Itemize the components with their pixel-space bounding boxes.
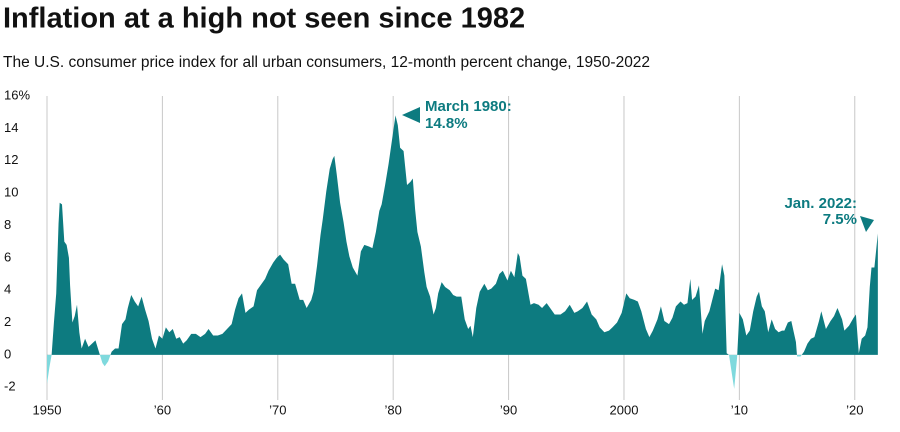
y-tick-label: 0 xyxy=(4,346,11,361)
x-tick-label: ’10 xyxy=(731,402,748,417)
annotation-text: 14.8% xyxy=(425,115,468,132)
y-tick-label: 14 xyxy=(4,120,18,135)
x-tick-label: ’60 xyxy=(154,402,171,417)
x-tick-label: 2000 xyxy=(610,402,639,417)
y-tick-label: 8 xyxy=(4,217,11,232)
annotation: Jan. 2022:7.5% xyxy=(784,195,874,232)
x-tick-label: ’20 xyxy=(846,402,863,417)
annotation-text: 7.5% xyxy=(823,211,857,228)
labels: 16% 14 12 10 8 6 4 2 0 -2 1950 ’60 ’70 ’80 ’90 2000 ’10 ’… xyxy=(4,87,874,417)
y-tick-label: 2 xyxy=(4,314,11,329)
x-tick-label: ’90 xyxy=(500,402,517,417)
annotation-text: March 1980: xyxy=(425,98,512,115)
x-tick-label: 1950 xyxy=(33,402,62,417)
plot xyxy=(47,115,878,389)
x-tick-label: ’80 xyxy=(385,402,402,417)
annotation-pointer xyxy=(402,107,420,123)
x-tick-label: ’70 xyxy=(269,402,286,417)
annotation: March 1980:14.8% xyxy=(402,98,512,132)
y-tick-label: 4 xyxy=(4,282,11,297)
y-tick-label: 6 xyxy=(4,249,11,264)
annotation-pointer xyxy=(860,216,874,232)
annotation-text: Jan. 2022: xyxy=(784,195,857,212)
y-tick-label: -2 xyxy=(4,379,16,394)
chart-subtitle: The U.S. consumer price index for all ur… xyxy=(3,54,650,71)
inflation-area xyxy=(47,115,878,389)
y-tick-label: 10 xyxy=(4,185,18,200)
y-tick-label: 16% xyxy=(4,87,30,102)
chart-title: Inflation at a high not seen since 1982 xyxy=(3,3,525,35)
y-tick-label: 12 xyxy=(4,152,18,167)
